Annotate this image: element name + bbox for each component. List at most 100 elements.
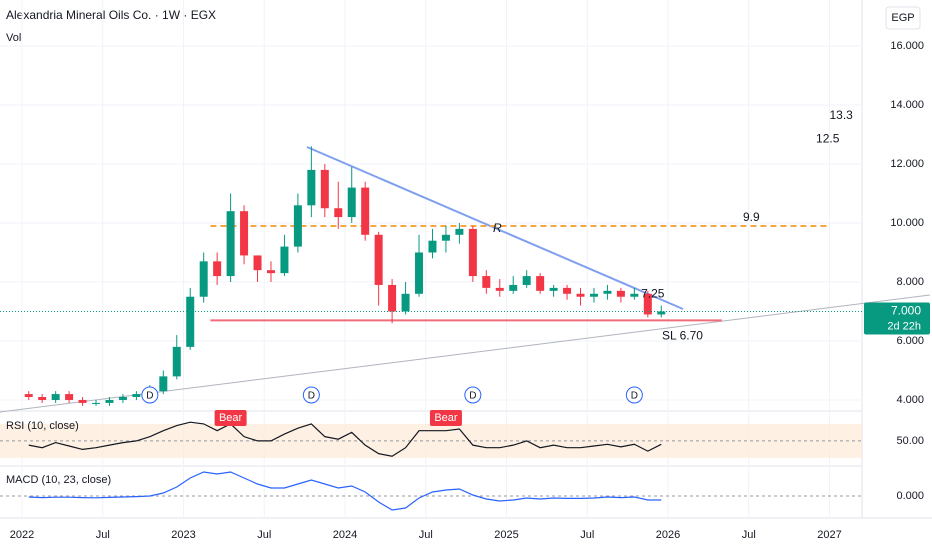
event-marker [464, 386, 482, 404]
y-tick-label: 50.00 [896, 435, 924, 447]
candle-body [24, 394, 33, 398]
indicator-line [28, 471, 662, 511]
candle-body [118, 397, 127, 400]
candle-body [603, 290, 612, 294]
event-marker [625, 386, 643, 404]
last-price-badge [864, 302, 930, 335]
x-tick-label: 2022 [10, 529, 34, 541]
pane-title: MACD (10, 23, close) [6, 474, 111, 486]
trendline [306, 146, 684, 310]
candle-body [280, 246, 289, 274]
x-tick-label: Jul [419, 529, 433, 541]
event-label: D [146, 391, 153, 402]
candle-body [468, 228, 477, 277]
candle-body [388, 284, 397, 312]
candle-body [92, 402, 101, 404]
candle-body [576, 293, 585, 297]
candle-body [334, 208, 343, 218]
candle-body [415, 252, 424, 294]
x-tick-label: 2024 [333, 529, 357, 541]
candle-body [589, 293, 598, 297]
candle-body [199, 261, 208, 297]
candle-body [428, 240, 437, 253]
signal-label: Bear [219, 412, 243, 424]
candle-body [347, 187, 356, 218]
candle-body [240, 211, 249, 256]
target-label: 12.5 [816, 131, 840, 145]
y-tick-label: 6.000 [896, 335, 924, 347]
y-tick-label: 10.000 [890, 217, 924, 229]
candle-body [226, 211, 235, 277]
x-tick-label: 2023 [171, 529, 195, 541]
event-label: D [469, 391, 476, 402]
x-tick-label: 2025 [494, 529, 518, 541]
y-tick-label: 0.000 [896, 490, 924, 502]
x-tick-label: Jul [742, 529, 756, 541]
x-tick-label: 2026 [656, 529, 680, 541]
candle-body [536, 276, 545, 291]
candle-body [186, 296, 195, 347]
x-tick-label: Jul [257, 529, 271, 541]
candle-body [172, 346, 181, 377]
candle-body [213, 261, 222, 277]
candle-body [51, 394, 60, 400]
candle-body [253, 255, 262, 271]
candle-body [307, 169, 316, 206]
x-tick-label: 2027 [817, 529, 841, 541]
candle-body [105, 399, 114, 403]
event-marker [141, 386, 159, 404]
signal-badge [214, 410, 247, 426]
x-tick-label: Jul [580, 529, 594, 541]
currency[interactable]: EGP [891, 12, 914, 24]
event-label: D [631, 391, 638, 402]
y-tick-label: 16.000 [890, 40, 924, 52]
candle-body [159, 376, 168, 392]
rsi-band [0, 423, 862, 458]
target-label: 13.3 [830, 108, 854, 122]
candle-body [293, 205, 302, 247]
candle-body [563, 287, 572, 294]
candle-body [361, 187, 370, 235]
event-marker [302, 386, 320, 404]
target-label: 7.25 [641, 286, 665, 300]
candle-body [643, 293, 652, 315]
countdown: 2d 22h [887, 320, 921, 332]
drawing-label: R [493, 221, 502, 235]
candle-body [441, 234, 450, 241]
candle-body [522, 276, 531, 285]
candle-body [78, 399, 87, 403]
indicator-line [28, 421, 662, 457]
candle-body [630, 293, 639, 297]
y-tick-label: 14.000 [890, 99, 924, 111]
y-tick-label: 8.000 [896, 276, 924, 288]
level-label: 9.9 [743, 210, 760, 224]
candle-body [266, 270, 275, 274]
candle-body [132, 394, 141, 398]
candle-body [38, 397, 47, 400]
y-tick-label: 12.000 [890, 158, 924, 170]
chart-title: Alexandria Mineral Oils Co. · 1W · EGX [6, 8, 216, 22]
candle-body [616, 290, 625, 297]
volume-label: Vol [6, 32, 21, 44]
candle-body [65, 394, 74, 400]
signal-label: Bear [434, 412, 458, 424]
signal-badge [429, 410, 462, 426]
event-label: D [308, 391, 315, 402]
candle-body [509, 284, 518, 291]
y-tick-label: 4.000 [896, 394, 924, 406]
candle-body [482, 276, 491, 288]
last-price: 7.000 [891, 304, 921, 318]
candle-body [374, 234, 383, 285]
candle-body [657, 311, 666, 315]
x-tick-label: Jul [96, 529, 110, 541]
level-label: SL 6.70 [662, 329, 703, 343]
candle-body [401, 293, 410, 312]
pane-title: RSI (10, close) [6, 420, 79, 432]
currency-button[interactable] [885, 6, 921, 30]
candle-body [320, 169, 329, 209]
candle-body [455, 228, 464, 235]
candle-body [495, 287, 504, 291]
